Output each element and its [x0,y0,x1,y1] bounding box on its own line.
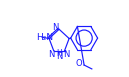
Text: N: N [53,23,59,32]
Text: O: O [76,59,82,68]
Text: H: H [56,49,62,58]
Text: N: N [56,52,62,61]
Text: N: N [48,50,54,59]
Text: N: N [63,50,69,59]
Text: H₂N: H₂N [36,33,54,42]
